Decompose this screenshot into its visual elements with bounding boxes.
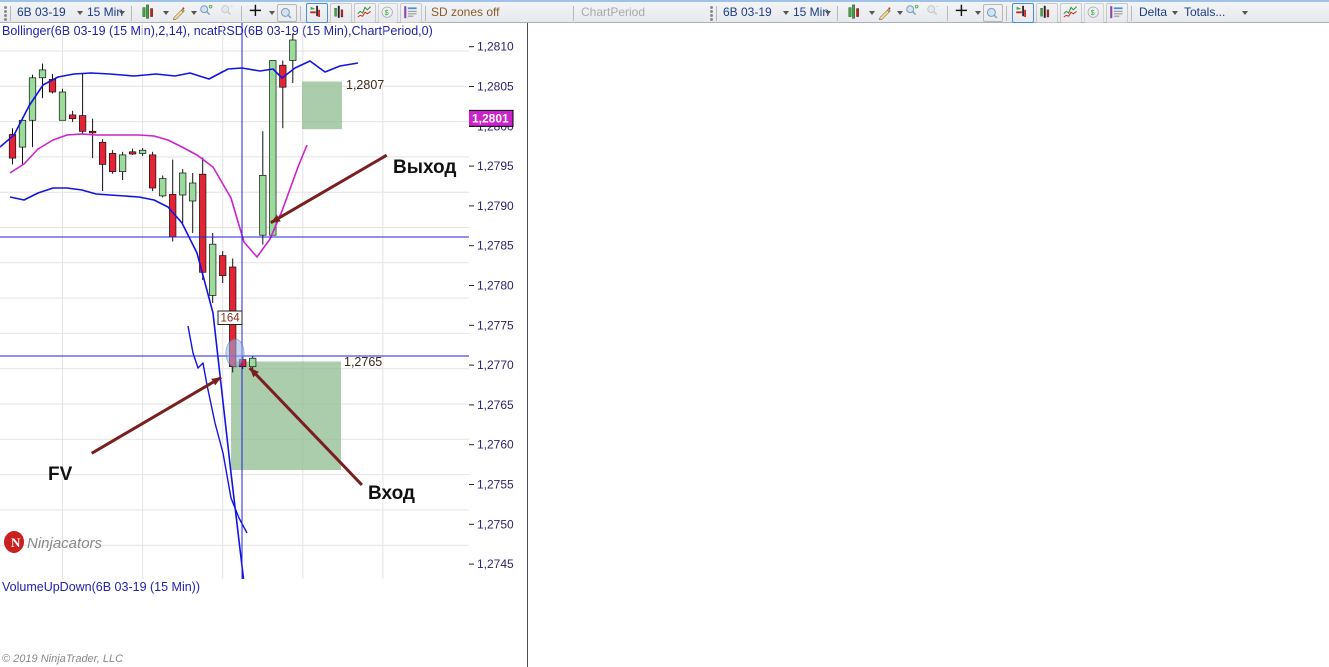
svg-text:Выход: Выход	[393, 157, 456, 178]
svg-text:1,2805: 1,2805	[477, 80, 514, 94]
svg-text:FV: FV	[48, 464, 73, 485]
svg-text:1,2775: 1,2775	[477, 318, 514, 332]
svg-text:Вход: Вход	[368, 483, 415, 504]
svg-text:1,2780: 1,2780	[477, 279, 514, 293]
svg-text:1,2795: 1,2795	[477, 159, 514, 173]
svg-text:1,2785: 1,2785	[477, 239, 514, 253]
svg-text:1,2745: 1,2745	[477, 557, 514, 571]
svg-text:1,2810: 1,2810	[477, 40, 514, 54]
svg-text:1,2765: 1,2765	[477, 398, 514, 412]
svg-text:1,2807: 1,2807	[346, 78, 384, 92]
svg-text:Ninjacators: Ninjacators	[27, 535, 103, 552]
svg-text:$: $	[385, 8, 389, 17]
svg-text:1,2790: 1,2790	[477, 199, 514, 213]
svg-text:N: N	[11, 535, 21, 550]
svg-text:1,2770: 1,2770	[477, 358, 514, 372]
svg-text:1,2760: 1,2760	[477, 438, 514, 452]
svg-text:$: $	[1091, 8, 1095, 17]
svg-text:164: 164	[221, 313, 241, 325]
svg-text:1,2755: 1,2755	[477, 478, 514, 492]
svg-text:1,2765: 1,2765	[344, 355, 382, 369]
svg-text:1,2750: 1,2750	[477, 517, 514, 531]
svg-text:1,2801: 1,2801	[472, 111, 509, 125]
